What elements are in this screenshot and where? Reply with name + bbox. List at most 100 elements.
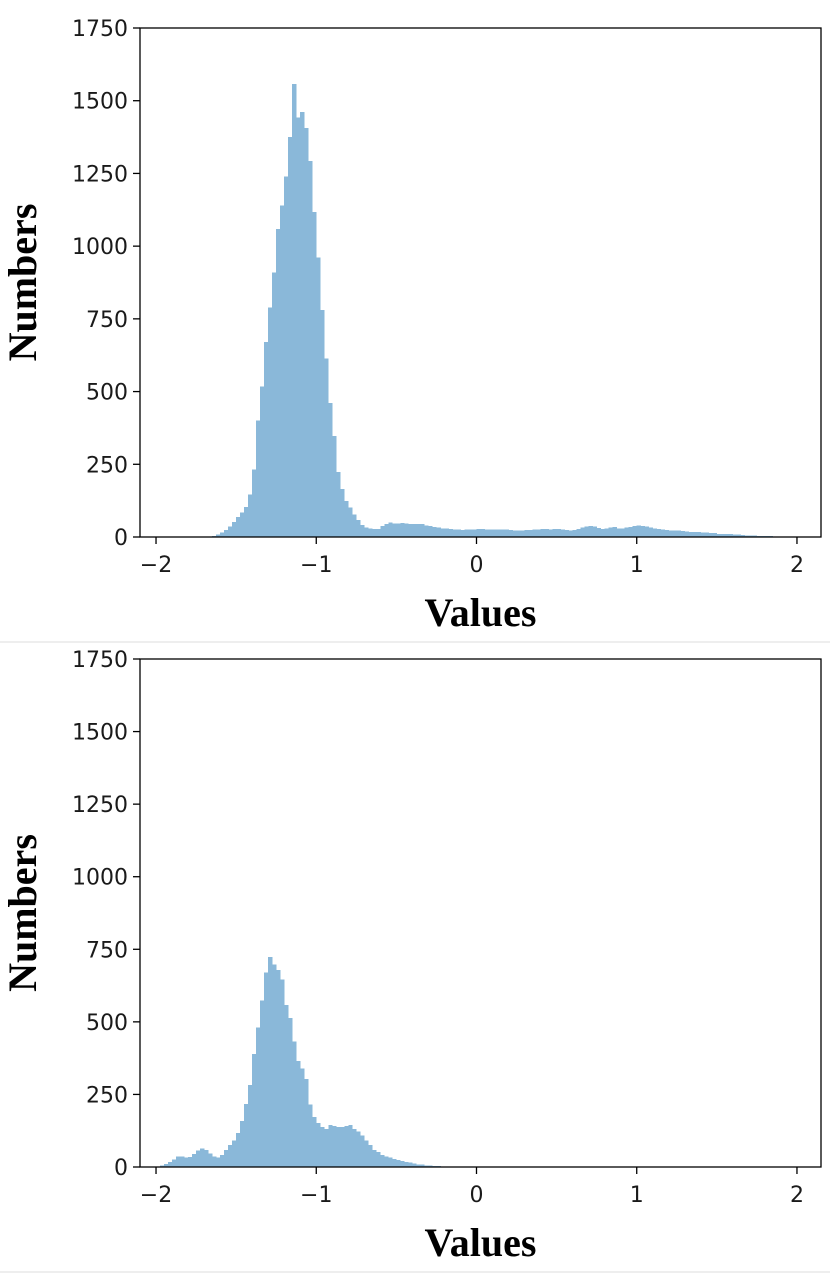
histogram-bar	[424, 1165, 429, 1167]
histogram-bar	[716, 533, 722, 537]
histogram-bar	[636, 525, 642, 537]
y-axis-title: Numbers	[0, 834, 45, 992]
histogram-bar	[336, 1127, 341, 1167]
histogram-bar	[672, 530, 678, 537]
histogram-bar	[432, 527, 437, 537]
histogram-bar	[224, 1150, 229, 1167]
histogram-bar	[712, 533, 718, 537]
histogram-bar	[504, 529, 509, 537]
histogram-bar	[348, 507, 353, 537]
histogram-bar	[392, 1159, 397, 1167]
histogram-bar	[612, 527, 617, 537]
histogram-bar	[652, 528, 658, 537]
histogram-bar	[160, 1165, 165, 1167]
x-tick-label: −2	[140, 1183, 172, 1208]
histogram-bar	[412, 523, 417, 537]
y-tick-label: 1500	[72, 90, 128, 115]
histogram-bar	[676, 530, 682, 537]
histogram-bar	[292, 83, 297, 537]
y-tick-label: 1750	[72, 648, 128, 673]
histogram-bar	[284, 176, 289, 537]
x-tick-label: −2	[140, 553, 172, 578]
histogram-bar	[396, 523, 401, 537]
histogram-bar	[548, 529, 553, 537]
histogram-bar	[560, 529, 565, 537]
histogram-bar	[284, 1005, 289, 1167]
histogram-bar	[556, 529, 561, 537]
plot-frame	[139, 658, 822, 1168]
histogram-bar	[752, 535, 758, 537]
histogram-bar	[308, 1104, 313, 1167]
histogram-bar	[320, 1127, 325, 1167]
histogram-bar	[364, 1140, 369, 1167]
histogram-bar	[340, 1127, 345, 1167]
histogram-bar	[732, 534, 738, 537]
histogram-bar	[568, 530, 573, 537]
histogram-bar	[260, 386, 265, 537]
histogram-bar	[268, 307, 273, 537]
histogram-bar	[488, 529, 493, 537]
histogram-bar	[264, 342, 269, 537]
x-axis-title: Values	[425, 1220, 537, 1265]
histogram-bar	[172, 1159, 177, 1167]
histogram-bar	[288, 1017, 293, 1167]
histogram-bar	[244, 1104, 249, 1167]
histogram-bar	[244, 506, 249, 537]
histogram-bar	[340, 489, 345, 537]
histogram-bar	[748, 535, 754, 537]
histogram-bar	[472, 529, 477, 537]
histogram-bar	[168, 1162, 173, 1167]
y-tick-label: 1500	[72, 721, 128, 746]
histogram-bar	[540, 529, 545, 537]
histogram-bar	[600, 528, 605, 537]
histogram-bar	[416, 523, 421, 537]
histogram-bar	[740, 534, 746, 537]
histogram-bar	[332, 1126, 337, 1167]
x-tick-label: 2	[790, 1183, 804, 1208]
histogram-bar	[324, 1128, 329, 1167]
histogram-bar	[228, 526, 233, 537]
histogram-bar	[264, 972, 269, 1167]
histogram-bar	[192, 1153, 197, 1167]
histogram-bar	[576, 528, 581, 537]
histogram-bar	[692, 531, 698, 537]
histogram-bar	[668, 530, 674, 537]
histogram-bar	[700, 532, 706, 537]
histogram-bar	[216, 534, 221, 537]
histogram-bar	[292, 1041, 297, 1167]
histogram-bar	[564, 530, 569, 537]
histogram-bar	[356, 1131, 361, 1167]
histogram-bar	[632, 525, 638, 537]
histogram-bar	[328, 403, 333, 537]
histogram-bar	[364, 527, 369, 537]
histogram-bar	[336, 472, 341, 537]
histogram-bar	[368, 1145, 373, 1167]
histogram-bar	[484, 529, 489, 537]
x-tick-label: 0	[469, 553, 483, 578]
y-tick-label: 250	[86, 1083, 128, 1108]
histogram-bar	[332, 436, 337, 537]
histogram-bar	[360, 525, 365, 537]
histogram-bar	[204, 1150, 209, 1167]
histogram-bar	[620, 528, 626, 537]
histogram-bar	[240, 1121, 245, 1167]
histogram-bar	[164, 1163, 169, 1167]
histogram-bar	[280, 205, 285, 537]
histogram-bar	[644, 526, 650, 537]
histogram-bar	[216, 1157, 221, 1167]
histogram-bar	[420, 1164, 425, 1167]
histogram-bar	[312, 1117, 317, 1167]
histogram-bar	[188, 1156, 193, 1167]
histogram-bar	[376, 1152, 381, 1167]
histogram-bar	[356, 520, 361, 537]
histogram-bar	[572, 530, 577, 537]
histogram-bar	[236, 1133, 241, 1167]
histogram-bar	[232, 1140, 237, 1167]
histogram-bar	[344, 1126, 349, 1167]
histogram-bar	[688, 531, 694, 537]
histogram-bar	[248, 1084, 253, 1167]
histogram-bar	[316, 257, 321, 537]
histogram-bar	[288, 136, 293, 537]
bars	[212, 83, 790, 538]
